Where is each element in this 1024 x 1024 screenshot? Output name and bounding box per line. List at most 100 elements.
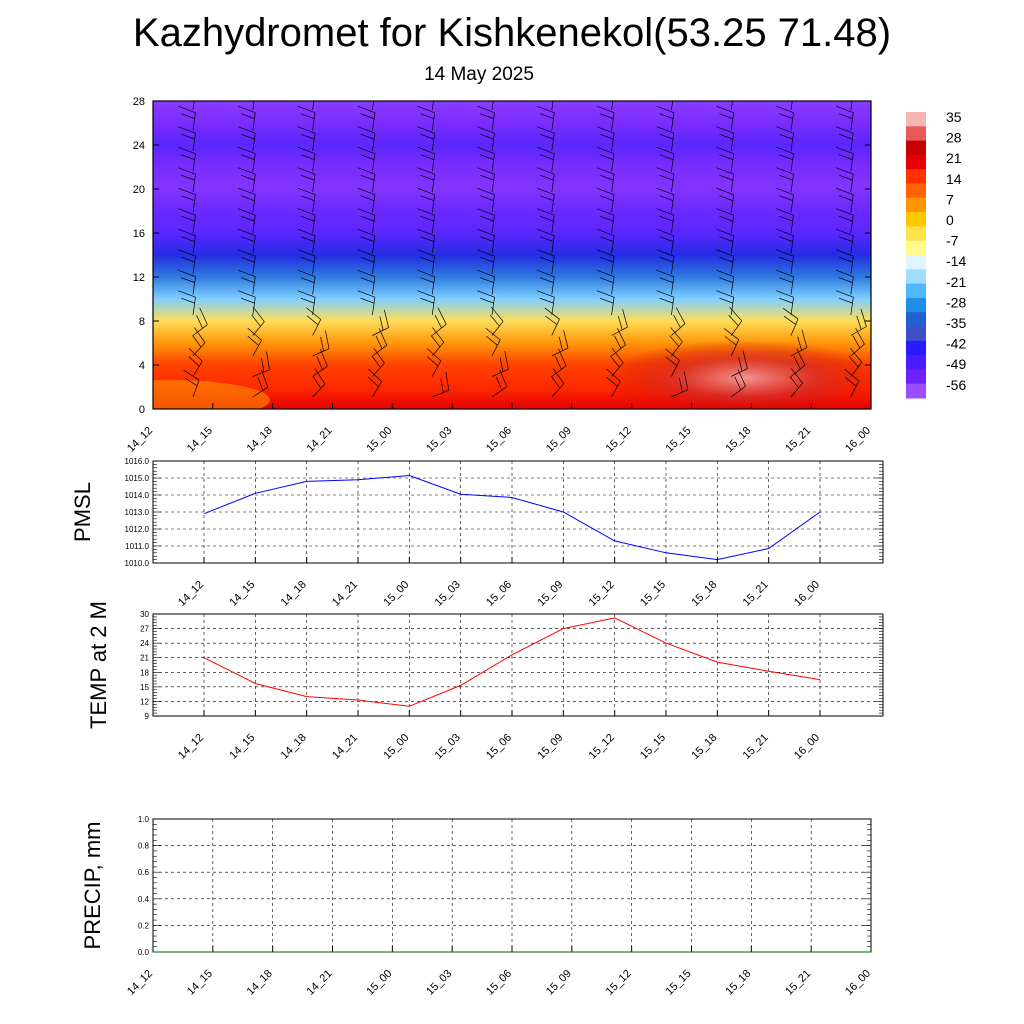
barb-flag xyxy=(420,277,434,283)
barb-flag xyxy=(779,256,793,263)
wind-barb xyxy=(536,167,555,193)
barb-flag xyxy=(357,167,376,175)
barb-flag xyxy=(838,297,853,304)
barb-flag xyxy=(683,371,689,390)
barb-staff xyxy=(491,215,495,234)
wind-barb xyxy=(835,146,854,172)
barb-staff xyxy=(491,339,501,357)
barb-flag xyxy=(477,249,495,257)
barb-flag xyxy=(838,174,853,181)
y-tick-label: 4 xyxy=(139,360,145,372)
x-tick-label: 15_21 xyxy=(741,732,771,762)
wind-barb xyxy=(776,208,794,234)
barb-flag xyxy=(536,269,555,278)
barb-staff xyxy=(491,133,495,152)
barb-flag xyxy=(188,356,200,367)
barb-staff xyxy=(611,174,615,193)
wind-barb xyxy=(656,249,675,275)
barb-flag xyxy=(325,330,330,349)
barb-flag xyxy=(300,256,315,263)
wind-barb xyxy=(835,187,854,213)
barb-flag xyxy=(673,314,681,328)
wind-barb xyxy=(426,348,442,377)
barb-staff xyxy=(551,319,560,336)
barb-flag xyxy=(779,195,793,201)
barb-flag xyxy=(314,368,326,385)
barb-flag xyxy=(599,297,614,304)
x-tick-label: 14_21 xyxy=(305,968,335,998)
wind-barb xyxy=(671,307,686,336)
x-tick-label: 14_18 xyxy=(245,425,275,455)
x-tick-label: 14_18 xyxy=(245,968,275,998)
wind-barb xyxy=(178,249,196,275)
barb-flag xyxy=(368,368,382,382)
barb-flag xyxy=(596,105,615,114)
colorbar-label: -21 xyxy=(946,274,966,290)
barb-flag xyxy=(599,256,614,263)
barb-flag xyxy=(178,167,196,175)
barb-flag xyxy=(297,146,316,155)
barb-flag xyxy=(540,93,554,98)
barb-staff xyxy=(252,235,256,254)
barb-flag xyxy=(536,105,555,114)
barb-flag xyxy=(776,228,794,237)
barb-flag xyxy=(357,290,376,298)
barb-staff xyxy=(372,362,385,377)
barb-flag xyxy=(360,297,375,304)
x-tick-label: 14_12 xyxy=(125,425,155,455)
barb-staff xyxy=(671,112,675,131)
y-tick-label: 30 xyxy=(140,610,149,619)
wind-barb xyxy=(716,187,735,213)
wind-barb xyxy=(789,368,803,398)
barb-flag xyxy=(504,351,509,370)
y-tick-label: 0.0 xyxy=(138,948,150,957)
barb-staff xyxy=(372,297,376,316)
barb-flag xyxy=(237,249,256,257)
barb-staff xyxy=(252,194,256,213)
barb-staff xyxy=(192,153,196,172)
barb-staff xyxy=(850,153,854,172)
barb-flag xyxy=(659,236,674,242)
barb-flag xyxy=(659,215,674,222)
barb-staff xyxy=(192,194,196,213)
barb-flag xyxy=(558,348,567,366)
barb-flag xyxy=(719,195,733,201)
barb-flag xyxy=(719,93,733,98)
barb-flag xyxy=(656,126,675,134)
barb-staff xyxy=(671,235,675,254)
barb-flag xyxy=(495,376,503,391)
wind-barb xyxy=(656,290,675,316)
y-tick-label: 0.8 xyxy=(138,842,150,851)
wind-barb xyxy=(297,290,316,316)
wind-barb xyxy=(357,208,376,234)
wind-barb xyxy=(237,167,256,193)
barb-staff xyxy=(671,360,680,377)
x-tick-label: 15_21 xyxy=(783,968,813,998)
wind-barb xyxy=(835,126,854,152)
wind-barb xyxy=(252,351,270,377)
barb-flag xyxy=(181,195,195,201)
barb-flag xyxy=(606,368,621,382)
barb-flag xyxy=(480,277,494,283)
colorbar-label: -14 xyxy=(946,253,966,269)
barb-staff xyxy=(491,153,495,172)
barb-flag xyxy=(300,154,315,160)
colorbar-swatch xyxy=(906,269,926,285)
barb-flag xyxy=(659,113,674,119)
colorbar-swatch xyxy=(906,297,926,313)
barb-staff xyxy=(611,153,615,172)
barb-flag xyxy=(776,187,794,196)
barb-staff xyxy=(790,382,803,398)
barb-flag xyxy=(360,215,375,222)
barb-staff xyxy=(491,194,495,213)
x-tick-label: 14_21 xyxy=(305,425,335,455)
barb-staff xyxy=(491,368,509,377)
y-tick-label: 1012.0 xyxy=(125,525,150,534)
barb-flag xyxy=(181,93,195,98)
barb-staff xyxy=(850,297,854,316)
barb-staff xyxy=(671,153,675,172)
barb-flag xyxy=(835,208,854,216)
barb-flag xyxy=(776,249,794,257)
x-tick-label: 15_03 xyxy=(424,968,454,998)
